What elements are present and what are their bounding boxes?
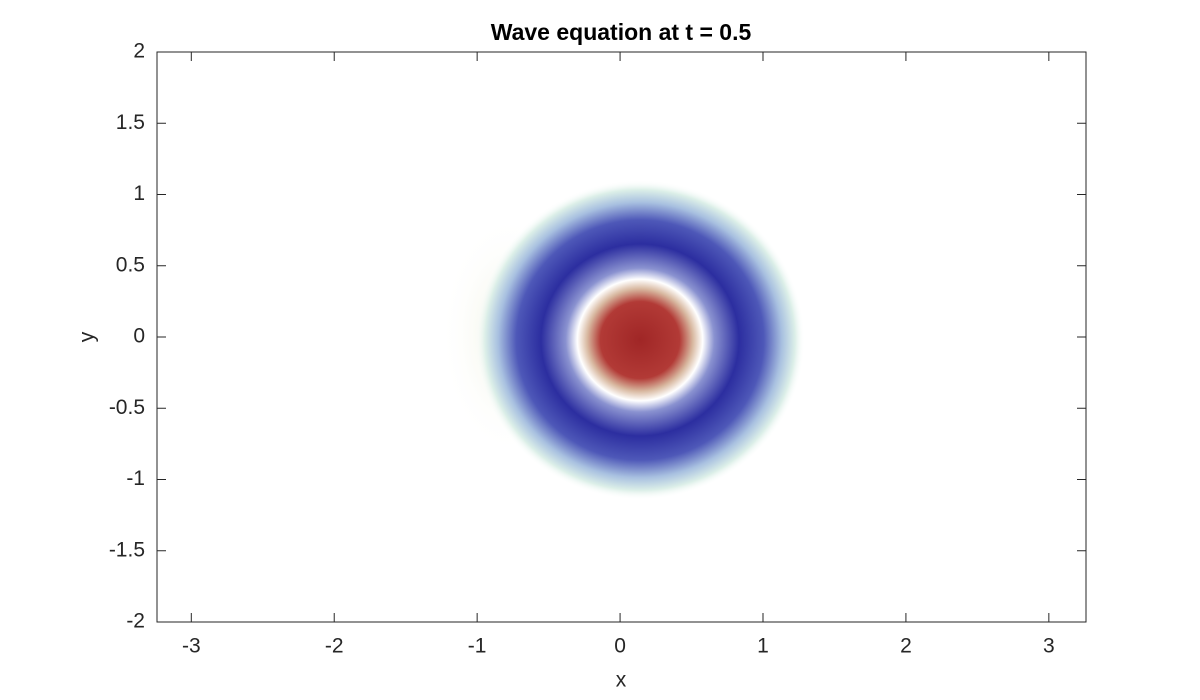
x-tick-label: -2 xyxy=(325,635,344,658)
x-tick-label: 0 xyxy=(614,635,626,658)
x-tick-label: 1 xyxy=(757,635,769,658)
field-ring xyxy=(475,180,805,500)
x-tick-label: 3 xyxy=(1043,635,1055,658)
y-axis-label: y xyxy=(76,331,99,342)
y-tick-label: -0.5 xyxy=(109,396,145,419)
y-tick-label: 2 xyxy=(133,40,145,63)
x-axis-label: x xyxy=(616,669,627,692)
chart-title: Wave equation at t = 0.5 xyxy=(491,19,752,45)
field-image xyxy=(440,180,805,500)
y-tick-label: 0.5 xyxy=(116,253,145,276)
y-tick-label: 1.5 xyxy=(116,111,145,134)
y-tick-label: 0 xyxy=(133,325,145,348)
y-tick-label: -1.5 xyxy=(109,538,145,561)
y-tick-label: -2 xyxy=(126,610,145,633)
x-tick-label: -3 xyxy=(182,635,201,658)
x-tick-label: 2 xyxy=(900,635,912,658)
y-tick-label: 1 xyxy=(133,182,145,205)
y-tick-label: -1 xyxy=(126,467,145,490)
x-tick-label: -1 xyxy=(468,635,487,658)
